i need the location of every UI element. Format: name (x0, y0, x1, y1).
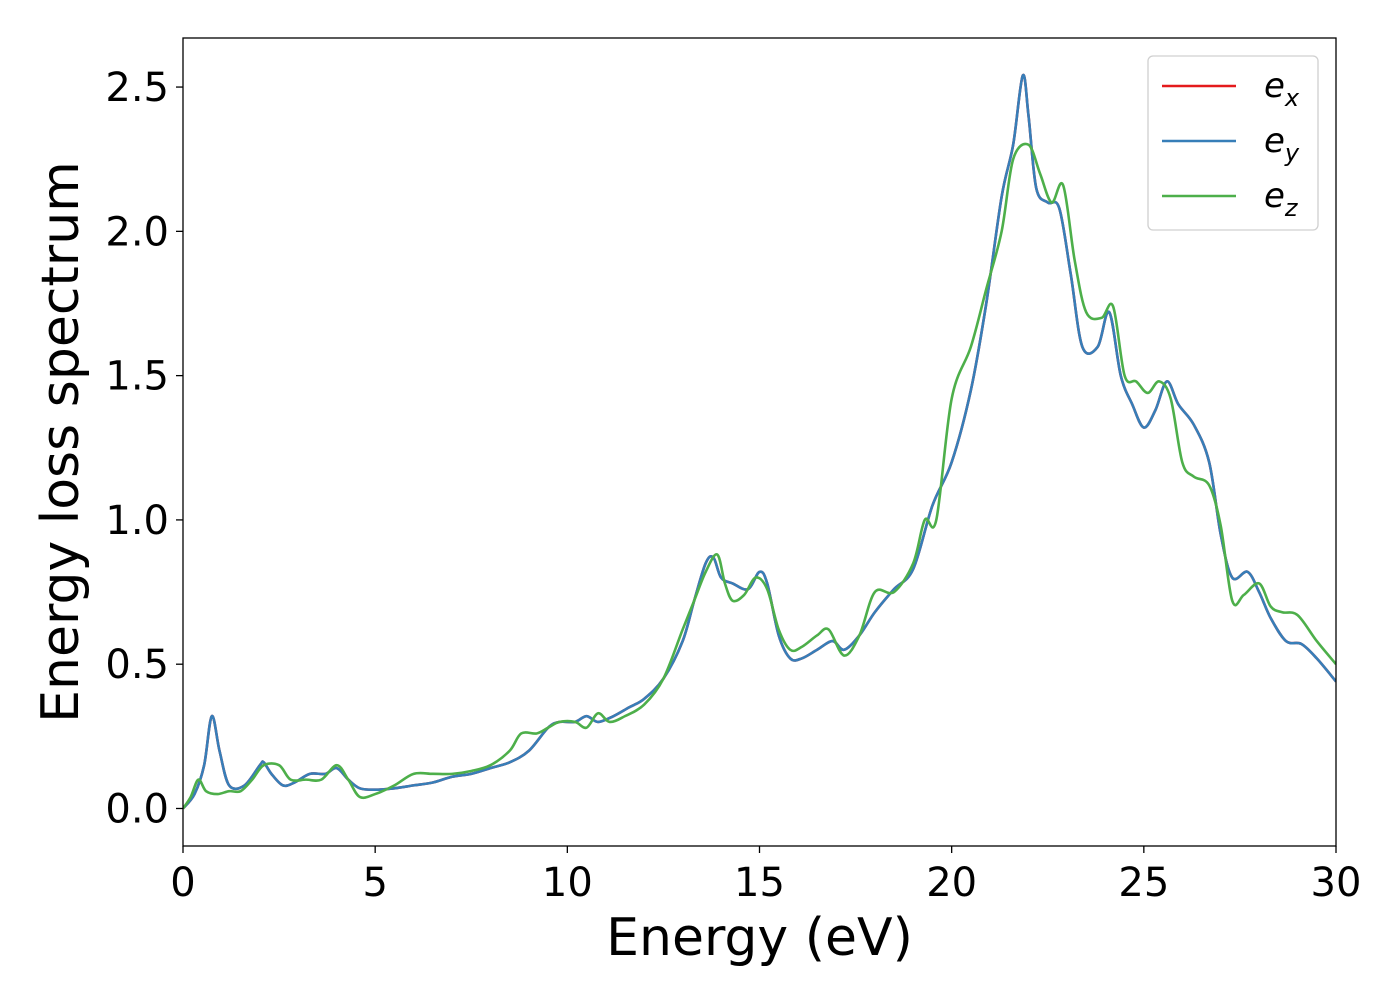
y-tick-label: 0.0 (105, 786, 169, 832)
y-axis-label: Energy loss spectrum (31, 161, 91, 723)
x-tick-label: 25 (1118, 860, 1169, 906)
legend-label-y: ey (1264, 121, 1300, 167)
x-tick-label: 10 (542, 860, 593, 906)
legend: ex ey ez (1147, 55, 1319, 231)
legend-box (1147, 55, 1319, 231)
y-tick-label: 0.5 (105, 642, 169, 688)
x-tick-label: 15 (734, 860, 785, 906)
legend-label-z: ez (1264, 176, 1299, 222)
y-tick-label: 2.5 (105, 65, 169, 111)
axes: 0 5 10 15 20 25 30 0.0 0.5 1.0 1.5 2.0 2.5 (105, 37, 1362, 906)
series-line-y (183, 73, 1336, 810)
legend-label-x: ex (1264, 66, 1300, 112)
x-tick-label: 0 (170, 860, 195, 906)
y-tick-label: 1.0 (105, 498, 169, 544)
x-axis-label: Energy (eV) (606, 908, 913, 968)
x-tick-label: 20 (926, 860, 977, 906)
x-tick-label: 30 (1311, 860, 1362, 906)
x-tick-label: 5 (362, 860, 387, 906)
y-tick-label: 1.5 (105, 354, 169, 400)
series-line-z (183, 142, 1336, 810)
y-tick-label: 2.0 (105, 209, 169, 255)
plot-area (183, 73, 1336, 810)
